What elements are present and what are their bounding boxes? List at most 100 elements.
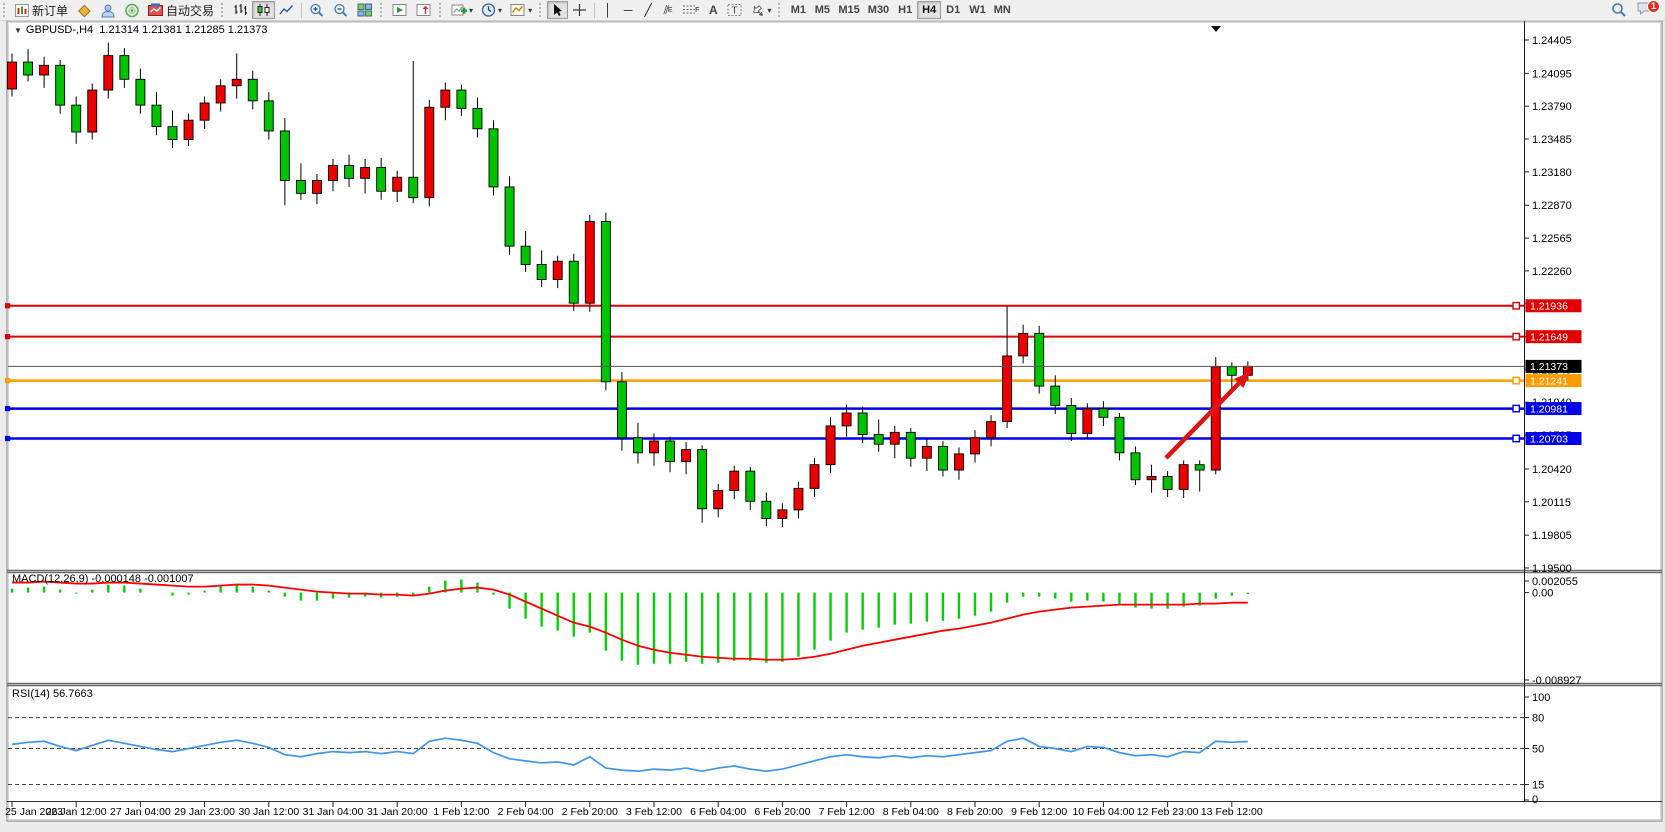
- trendline-tool-button[interactable]: ╱: [638, 1, 658, 19]
- toolbar-grip[interactable]: [3, 3, 8, 17]
- macd-value: -0.000148: [91, 573, 142, 585]
- timeframe-W1[interactable]: W1: [965, 1, 990, 19]
- vertical-line-icon: │: [604, 3, 612, 17]
- svg-text:15: 15: [1532, 780, 1544, 792]
- timeframe-M15[interactable]: M15: [834, 1, 863, 19]
- cursor-icon: [554, 4, 563, 16]
- toolbar-grip[interactable]: [539, 3, 544, 17]
- fibonacci-tool-button[interactable]: F: [678, 1, 703, 19]
- chart-shift-button[interactable]: [412, 1, 436, 19]
- arrows-tool-button[interactable]: ▾: [746, 1, 775, 19]
- new-order-button[interactable]: 新订单: [11, 1, 72, 19]
- auto-scroll-button[interactable]: [388, 1, 412, 19]
- channel-subletter: E: [667, 6, 673, 14]
- arrows-caret: ▾: [767, 5, 772, 15]
- indicators-button[interactable]: ▾: [447, 1, 477, 19]
- chart-symbol-header[interactable]: ▼ GBPUSD-,H4 1.21314 1.21381 1.21285 1.21…: [14, 24, 268, 36]
- toolbar-grip[interactable]: [439, 3, 444, 17]
- svg-text:26 Jan 12:00: 26 Jan 12:00: [46, 806, 107, 818]
- svg-text:0.00: 0.00: [1532, 588, 1553, 600]
- chart-canvas[interactable]: 1.24405 1.24095 1.23790 1.23485 1.23180 1.228…: [0, 20, 1665, 832]
- timeframe-M5[interactable]: M5: [810, 1, 834, 19]
- svg-text:8 Feb 20:00: 8 Feb 20:00: [947, 806, 1003, 818]
- autotrading-label: 自动交易: [166, 3, 215, 18]
- svg-text:1.24405: 1.24405: [1532, 35, 1572, 47]
- channel-tool-button[interactable]: ⫽ E: [658, 1, 678, 19]
- annotation-arrow[interactable]: [1164, 372, 1250, 460]
- search-icon[interactable]: [1611, 2, 1627, 18]
- svg-text:T: T: [732, 6, 738, 17]
- chevron-down-icon: ▼: [14, 26, 22, 35]
- svg-text:1.23180: 1.23180: [1532, 167, 1572, 179]
- zoom-in-icon: [310, 3, 324, 17]
- timeframe-H1[interactable]: H1: [893, 1, 917, 19]
- svg-text:1.19500: 1.19500: [1532, 563, 1572, 575]
- svg-text:-0.008927: -0.008927: [1532, 675, 1582, 687]
- toolbar-grip[interactable]: [221, 3, 226, 17]
- price-tags: 1.21936 1.21649 1.21241 1.20981 1.20703 1.213…: [1512, 299, 1582, 445]
- toolbar-separator: [301, 2, 303, 18]
- svg-text:100: 100: [1532, 692, 1550, 704]
- timeframe-D1[interactable]: D1: [941, 1, 965, 19]
- svg-text:50: 50: [1532, 744, 1544, 756]
- clock-icon: [481, 3, 496, 17]
- fibonacci-icon: [683, 5, 696, 14]
- svg-text:1.22870: 1.22870: [1532, 200, 1572, 212]
- toolbar-grip[interactable]: [380, 3, 385, 17]
- crosshair-tool-button[interactable]: [568, 1, 591, 19]
- bar-chart-mode-button[interactable]: [229, 1, 252, 19]
- new-order-label: 新订单: [32, 3, 69, 18]
- templates-caret: ▾: [528, 5, 533, 15]
- svg-text:13 Feb 12:00: 13 Feb 12:00: [1201, 806, 1263, 818]
- notifications-button[interactable]: 1: [1637, 0, 1660, 19]
- market-watch-button[interactable]: [72, 1, 96, 19]
- autotrading-button[interactable]: 自动交易: [144, 1, 218, 19]
- svg-text:0.002055: 0.002055: [1532, 576, 1578, 588]
- svg-text:30 Jan 12:00: 30 Jan 12:00: [238, 806, 299, 818]
- timeframe-MN[interactable]: MN: [990, 1, 1015, 19]
- periods-button[interactable]: ▾: [477, 1, 506, 19]
- macd-indicator-label: MACD(12,26,9) -0.000148 -0.001007: [12, 573, 194, 585]
- svg-text:0: 0: [1532, 794, 1538, 806]
- svg-text:80: 80: [1532, 713, 1544, 725]
- chart-shift-marker[interactable]: [1211, 26, 1221, 32]
- templates-button[interactable]: ▾: [506, 1, 536, 19]
- toolbar-grip[interactable]: [778, 3, 783, 17]
- svg-text:1.22565: 1.22565: [1532, 233, 1572, 245]
- text-label-icon: T: [727, 4, 742, 17]
- text-tool-button[interactable]: A: [703, 1, 723, 19]
- horizontal-line-icon: ─: [623, 3, 633, 17]
- line-chart-mode-button[interactable]: [275, 1, 298, 19]
- svg-text:6 Feb 04:00: 6 Feb 04:00: [690, 806, 746, 818]
- timeframe-group: M1 M5 M15 M30 H1 H4 D1 W1 MN: [786, 1, 1014, 19]
- cursor-tool-button[interactable]: [547, 1, 569, 19]
- text-label-tool-button[interactable]: T: [723, 1, 746, 19]
- svg-text:3 Feb 12:00: 3 Feb 12:00: [626, 806, 682, 818]
- timeframe-M1[interactable]: M1: [786, 1, 810, 19]
- crosshair-icon: [573, 4, 587, 16]
- horizontal-level-lines[interactable]: [5, 303, 1524, 442]
- signal-icon: [125, 3, 139, 17]
- candlestick-mode-button[interactable]: [252, 1, 276, 19]
- svg-text:1.21241: 1.21241: [1530, 375, 1568, 387]
- vertical-line-tool-button[interactable]: │: [598, 1, 618, 19]
- auto-scroll-icon: [392, 4, 407, 16]
- svg-text:1.20420: 1.20420: [1532, 464, 1572, 476]
- timeframe-M30[interactable]: M30: [864, 1, 893, 19]
- indicators-icon: [451, 4, 468, 16]
- timeframe-H4[interactable]: H4: [917, 1, 942, 19]
- svg-text:1.21373: 1.21373: [1530, 361, 1568, 373]
- svg-text:1.23485: 1.23485: [1532, 134, 1572, 146]
- zoom-in-button[interactable]: [305, 1, 329, 19]
- horizontal-line-tool-button[interactable]: ─: [618, 1, 638, 19]
- zoom-out-button[interactable]: [329, 1, 353, 19]
- svg-text:9 Feb 12:00: 9 Feb 12:00: [1011, 806, 1067, 818]
- tile-windows-button[interactable]: [353, 1, 377, 19]
- autotrading-icon: [148, 3, 164, 16]
- profile-button[interactable]: [96, 1, 120, 19]
- svg-text:1.20115: 1.20115: [1532, 497, 1571, 509]
- signal-button[interactable]: [120, 1, 144, 19]
- main-toolbar: 新订单 自动交易: [0, 0, 1665, 21]
- svg-text:1.20981: 1.20981: [1530, 403, 1568, 415]
